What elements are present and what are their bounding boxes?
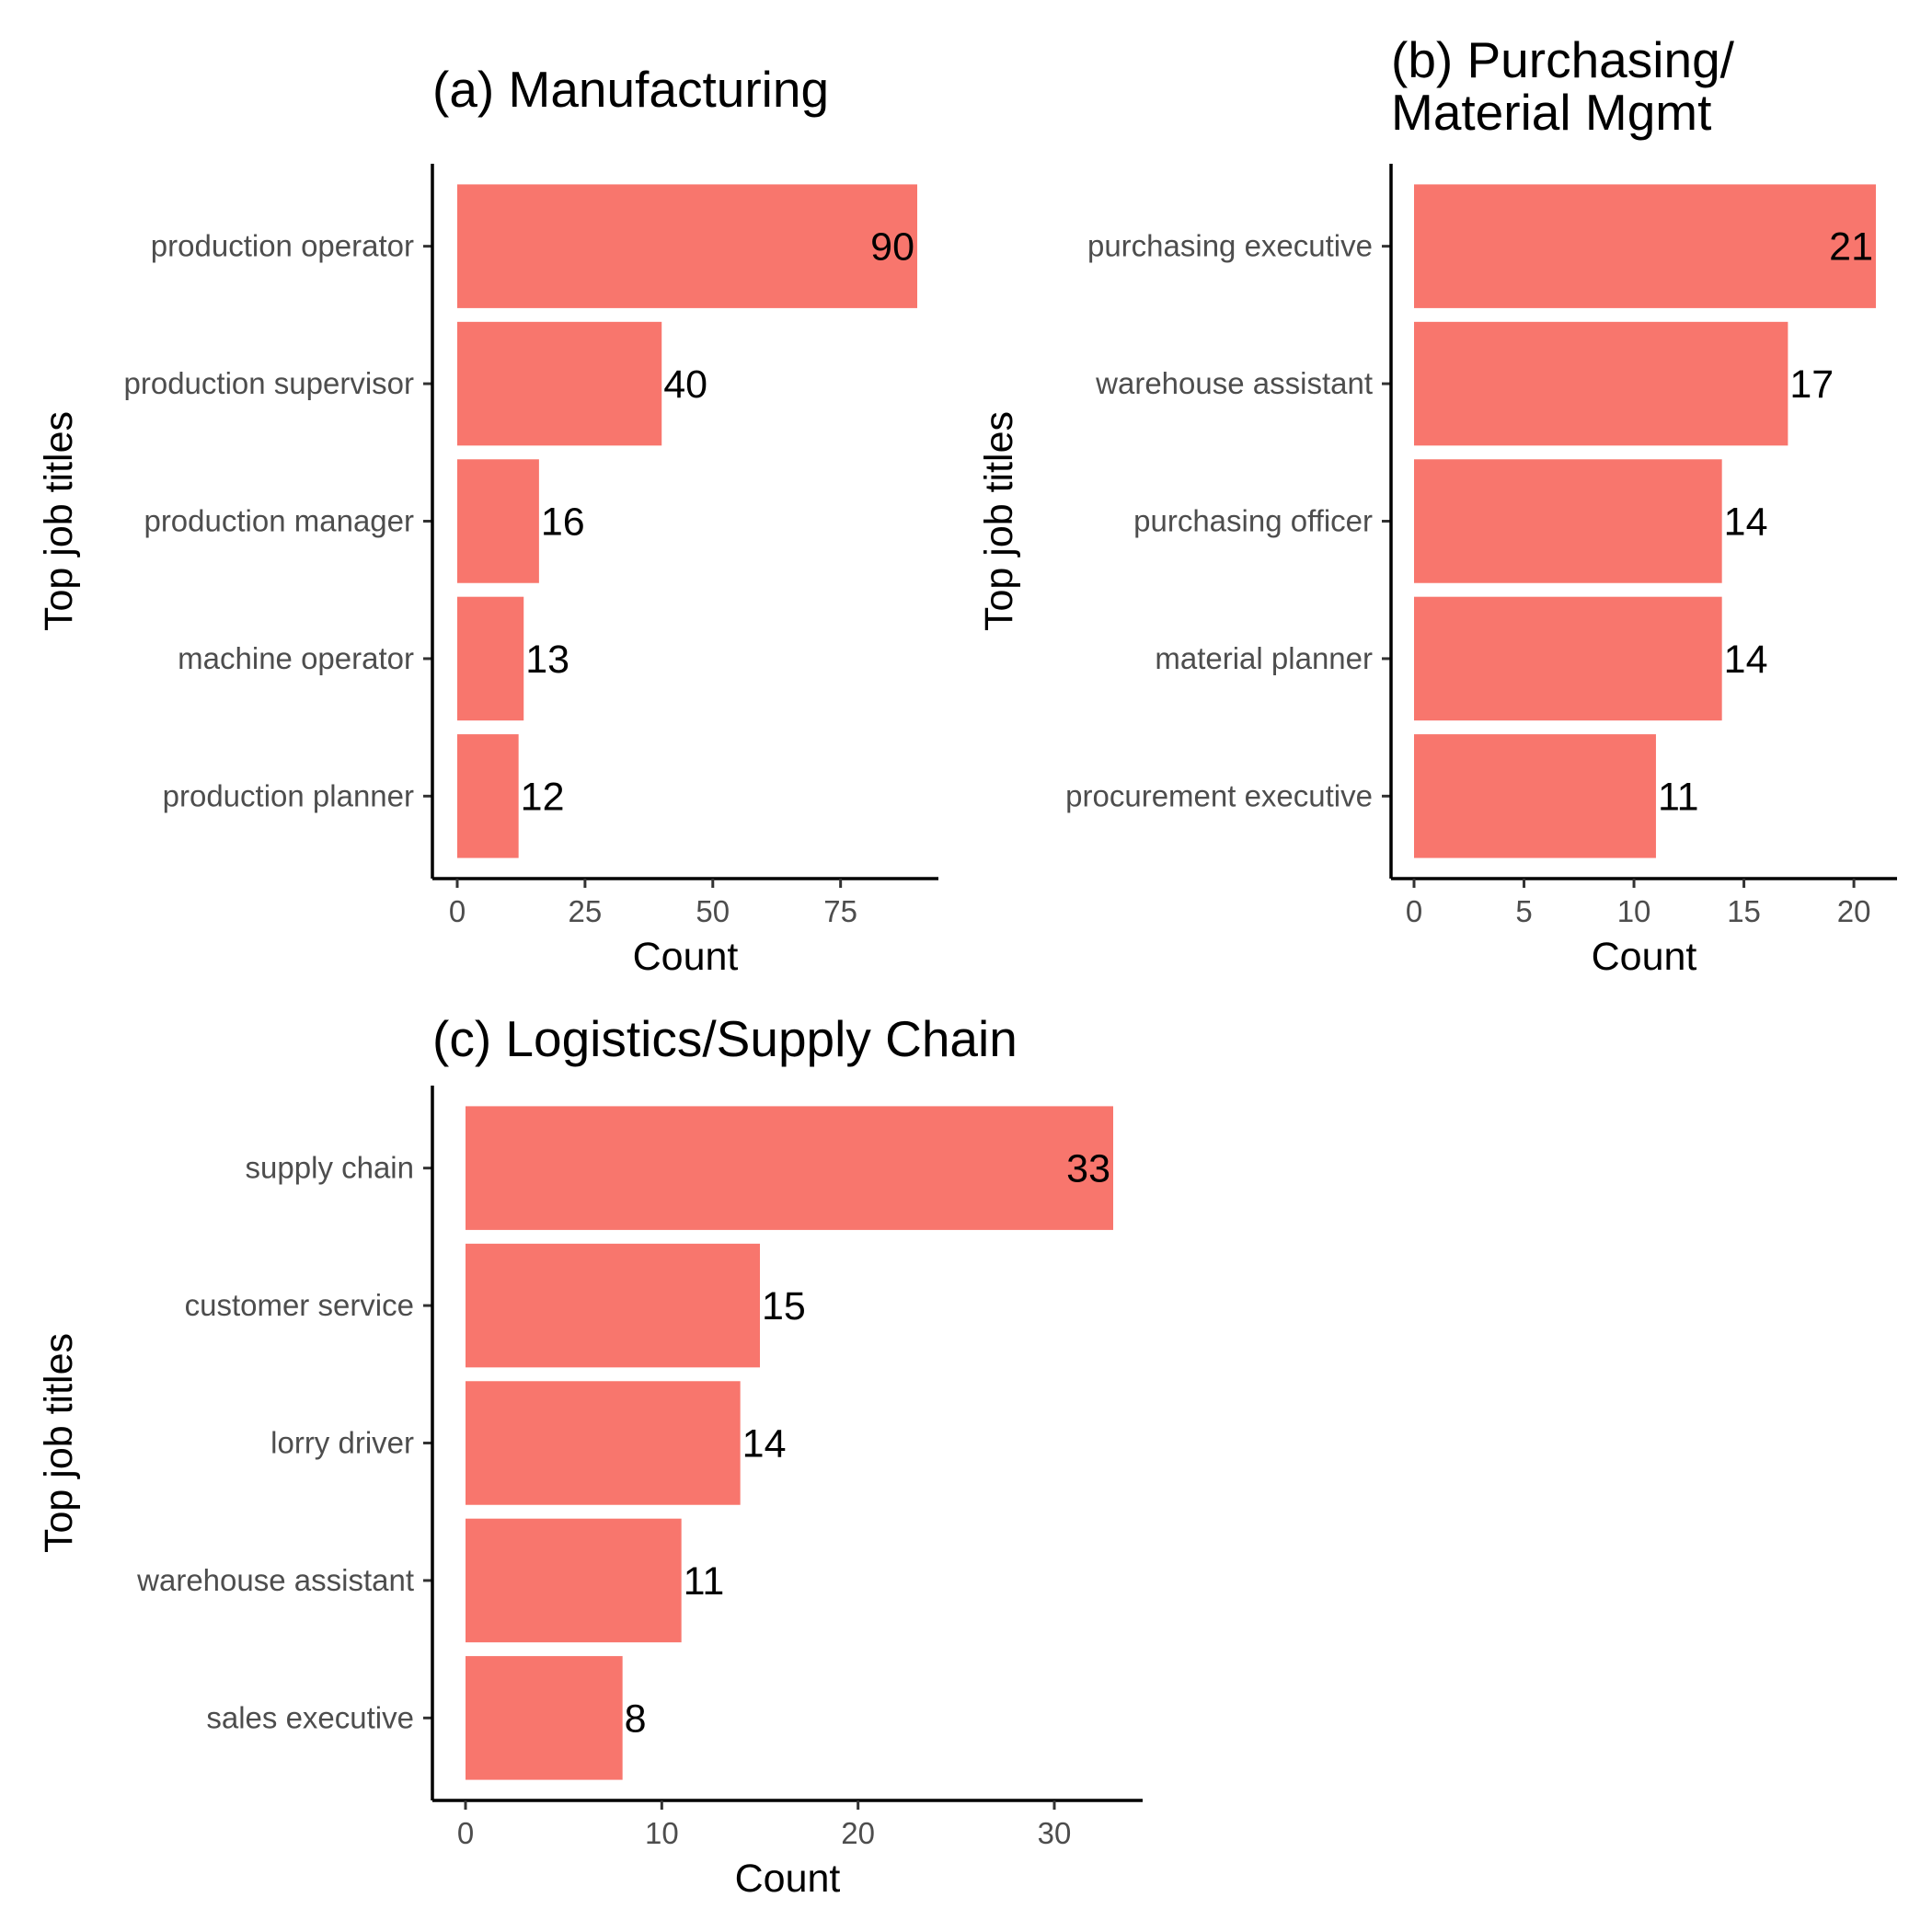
bar [457, 321, 662, 446]
y-tick-label: production supervisor [124, 366, 415, 400]
x-tick-label: 15 [1727, 894, 1761, 928]
x-tick-label: 25 [569, 894, 603, 928]
x-tick-label: 75 [823, 894, 857, 928]
bar [457, 596, 524, 721]
data-label: 40 [663, 362, 707, 407]
x-axis-title: Count [633, 935, 739, 979]
y-tick-label: customer service [185, 1288, 414, 1322]
x-tick-label: 0 [1406, 894, 1422, 928]
chart-panel-2: (b) Purchasing/Material Mgmt 21 purchasing… [977, 31, 1897, 979]
data-label: 17 [1789, 362, 1834, 407]
chart-panel-1: (a) Manufacturing 90 production operator 40… [37, 61, 938, 979]
bar [1414, 734, 1656, 858]
y-tick-label: lorry driver [270, 1426, 414, 1460]
y-tick-label: procurement executive [1065, 778, 1373, 812]
bar [466, 1381, 741, 1505]
bar [457, 734, 519, 858]
bar [466, 1243, 760, 1368]
x-tick-label: 20 [841, 1816, 875, 1850]
data-label: 21 [1829, 225, 1873, 270]
x-tick-label: 10 [645, 1816, 679, 1850]
y-tick-label: supply chain [246, 1151, 414, 1185]
data-label: 12 [521, 775, 565, 819]
y-axis-title: Top job titles [977, 411, 1021, 631]
y-tick-label: purchasing executive [1087, 229, 1373, 263]
chart-title: (a) Manufacturing [432, 61, 829, 118]
x-axis-title: Count [735, 1857, 841, 1901]
x-tick-label: 20 [1837, 894, 1871, 928]
bar [466, 1106, 1113, 1230]
y-tick-label: warehouse assistant [1095, 366, 1373, 400]
chart-title: (b) Purchasing/Material Mgmt [1391, 31, 1735, 141]
y-tick-label: machine operator [178, 641, 414, 675]
data-label: 14 [742, 1422, 787, 1466]
bar [457, 459, 539, 583]
x-tick-label: 0 [457, 1816, 474, 1850]
y-axis-title: Top job titles [37, 1333, 81, 1553]
y-axis-title: Top job titles [37, 411, 81, 631]
bar [1414, 596, 1722, 721]
y-tick-label: production operator [151, 229, 414, 263]
bar [1414, 321, 1788, 446]
x-axis-title: Count [1592, 935, 1697, 979]
chart-title: (c) Logistics/Supply Chain [432, 1010, 1018, 1067]
x-tick-label: 5 [1515, 894, 1532, 928]
bar [457, 184, 917, 308]
data-label: 16 [541, 500, 585, 545]
y-tick-label: material planner [1155, 641, 1373, 675]
x-tick-label: 0 [449, 894, 466, 928]
chart-panel-3: (c) Logistics/Supply Chain 33 supply chain… [37, 1010, 1143, 1901]
x-tick-label: 10 [1617, 894, 1651, 928]
data-label: 11 [1658, 775, 1699, 819]
data-label: 11 [684, 1559, 725, 1604]
bar [1414, 459, 1722, 583]
bar [466, 1656, 623, 1780]
data-label: 14 [1724, 500, 1768, 545]
bar [1414, 184, 1876, 308]
y-tick-label: warehouse assistant [136, 1563, 414, 1597]
bar [466, 1518, 682, 1643]
y-tick-label: sales executive [206, 1700, 414, 1734]
data-label: 15 [762, 1284, 806, 1328]
x-tick-label: 50 [696, 894, 730, 928]
x-tick-label: 30 [1038, 1816, 1072, 1850]
y-tick-label: production planner [163, 778, 414, 812]
data-label: 14 [1724, 638, 1768, 682]
y-tick-label: production manager [144, 504, 414, 538]
data-label: 8 [625, 1696, 647, 1741]
data-label: 13 [525, 638, 569, 682]
data-label: 90 [870, 225, 914, 270]
y-tick-label: purchasing officer [1133, 504, 1373, 538]
data-label: 33 [1066, 1147, 1110, 1191]
